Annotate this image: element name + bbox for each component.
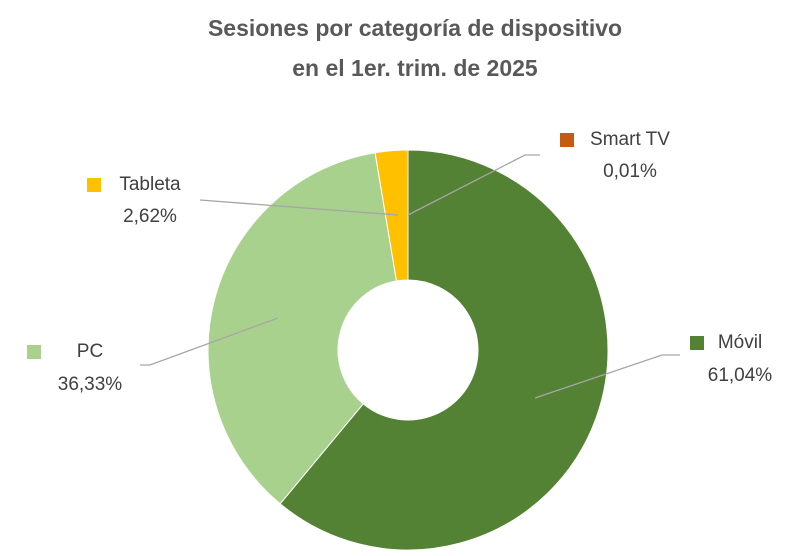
category-label: Tableta — [119, 174, 181, 195]
category-label: Móvil — [718, 332, 762, 353]
legend-swatch — [87, 178, 101, 192]
leader-line — [199, 199, 399, 216]
value-label: 0,01% — [603, 161, 657, 182]
value-label: 36,33% — [58, 374, 123, 395]
category-label: Smart TV — [590, 129, 670, 150]
leader-line — [534, 354, 680, 399]
value-label: 61,04% — [708, 365, 773, 386]
category-label: PC — [77, 341, 103, 362]
leader-line — [407, 154, 540, 216]
leader-line — [140, 317, 279, 366]
legend-swatch — [560, 133, 574, 147]
donut-slice — [279, 149, 609, 551]
legend-swatch — [27, 345, 41, 359]
chart-title: en el 1er. trim. de 2025 — [292, 55, 538, 81]
legend-swatch — [690, 336, 704, 350]
value-label: 2,62% — [123, 206, 177, 227]
donut-slice — [207, 152, 398, 505]
donut-slice — [374, 149, 409, 282]
chart-title: Sesiones por categoría de dispositivo — [208, 15, 622, 41]
